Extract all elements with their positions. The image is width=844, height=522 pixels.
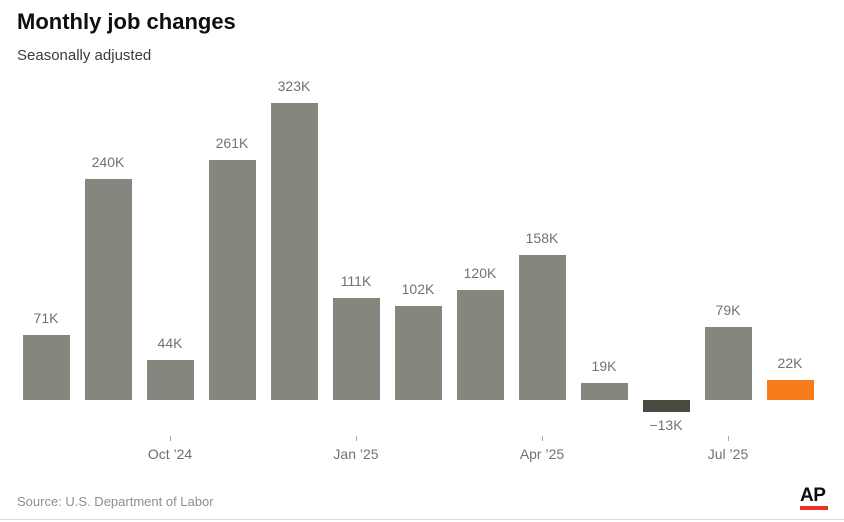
bar (642, 400, 690, 412)
bar (84, 179, 132, 400)
bar-value-label: 111K (340, 272, 372, 289)
bar (704, 327, 752, 400)
bar-value-label: 120K (463, 264, 497, 281)
x-axis-tick-label: Jul ’25 (707, 446, 749, 462)
bar-value-label: 323K (277, 77, 311, 94)
x-axis-tick-label: Apr ’25 (519, 446, 565, 462)
x-axis-tick (542, 436, 543, 441)
bar (394, 306, 442, 400)
bar-value-label: 158K (525, 229, 559, 246)
bar-value-label: 71K (33, 309, 59, 326)
bar-value-label: 19K (591, 357, 617, 374)
bar-value-label: 261K (215, 134, 249, 151)
bar (22, 334, 70, 400)
bar (146, 359, 194, 400)
bar (332, 297, 380, 400)
bar (580, 382, 628, 400)
x-axis-tick-label: Oct ’24 (147, 446, 193, 462)
bar-value-label: 22K (777, 354, 803, 371)
bar-value-label: 79K (715, 302, 741, 319)
bar (518, 254, 566, 400)
bar-value-label: −13K (649, 416, 683, 433)
ap-logo-text: AP (800, 485, 826, 506)
bar-value-label: 102K (401, 281, 435, 298)
bar (766, 379, 814, 400)
bar (456, 289, 504, 400)
x-axis-tick (728, 436, 729, 441)
chart-title: Monthly job changes (17, 9, 236, 34)
bottom-divider (0, 519, 844, 520)
x-axis-tick-label: Jan ’25 (333, 446, 379, 462)
x-axis-tick (170, 436, 171, 441)
source-note: Source: U.S. Department of Labor (17, 494, 214, 509)
ap-logo-red-bar (800, 506, 828, 510)
bar-value-label: 44K (157, 334, 183, 351)
bar (208, 159, 256, 400)
chart-subtitle: Seasonally adjusted (17, 47, 152, 64)
bar (270, 102, 318, 400)
x-axis-tick (356, 436, 357, 441)
ap-logo: AP (800, 485, 830, 510)
bar-value-label: 240K (91, 154, 125, 171)
